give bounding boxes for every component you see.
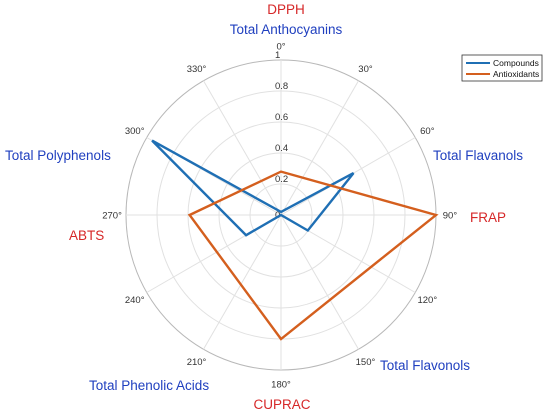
category-label-total-phenolic-acids: Total Phenolic Acids bbox=[89, 378, 209, 393]
angle-tick-label: 30° bbox=[358, 64, 373, 75]
r-tick-label: 0.4 bbox=[275, 143, 288, 154]
category-label-dpph: DPPH bbox=[267, 2, 305, 17]
series-compounds bbox=[151, 139, 355, 237]
r-tick-label: 0.2 bbox=[275, 174, 288, 185]
angle-tick-label: 240° bbox=[125, 295, 145, 306]
r-tick-label: 0.8 bbox=[275, 81, 288, 92]
category-label-frap: FRAP bbox=[470, 210, 506, 225]
angle-tick-label: 90° bbox=[443, 211, 458, 222]
grid-spoke bbox=[203, 80, 282, 216]
angle-tick-label: 210° bbox=[187, 357, 207, 368]
legend-label-antioxidants: Antioxidants bbox=[493, 69, 539, 79]
r-tick-label: 0 bbox=[275, 210, 280, 221]
legend-box bbox=[461, 54, 543, 82]
data-series bbox=[151, 139, 439, 341]
angle-tick-label: 270° bbox=[102, 211, 122, 222]
angle-tick-label: 150° bbox=[356, 357, 376, 368]
grid-spoke bbox=[280, 80, 359, 216]
angle-tick-label: 300° bbox=[125, 126, 145, 137]
angle-tick-label: 180° bbox=[271, 379, 291, 390]
category-label-total-anthocyanins: Total Anthocyanins bbox=[230, 22, 343, 37]
category-label-abts: ABTS bbox=[69, 228, 104, 243]
category-label-total-flavonols: Total Flavonols bbox=[380, 358, 470, 373]
r-tick-label: 1 bbox=[275, 50, 280, 61]
angle-tick-label: 60° bbox=[420, 126, 435, 137]
category-label-total-polyphenols: Total Polyphenols bbox=[5, 148, 111, 163]
category-label-total-flavanols: Total Flavanols bbox=[433, 148, 523, 163]
category-label-cuprac: CUPRAC bbox=[253, 397, 310, 412]
grid-spoke bbox=[280, 214, 359, 350]
r-tick-label: 0.6 bbox=[275, 112, 288, 123]
angle-tick-label: 0° bbox=[276, 42, 285, 53]
angle-tick-labels: 0° 30° 60° 90° 120° 150° 180° 210° 240° 270° 300° 3… bbox=[102, 42, 457, 391]
angle-tick-label: 120° bbox=[417, 295, 437, 306]
angle-tick-label: 330° bbox=[187, 64, 207, 75]
category-labels: DPPH Total Anthocyanins Total Flavanols FRA… bbox=[5, 2, 523, 412]
grid-spoke bbox=[203, 214, 282, 350]
legend-label-compounds: Compounds bbox=[493, 58, 539, 68]
radial-tick-labels: 0 0.2 0.4 0.6 0.8 1 bbox=[275, 50, 288, 221]
